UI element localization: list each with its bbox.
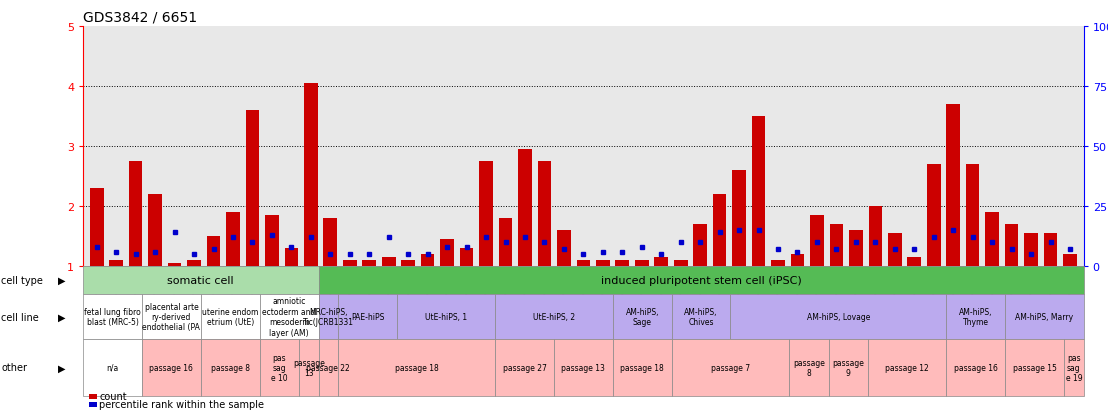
Text: passage 15: passage 15 bbox=[1013, 363, 1057, 372]
Bar bbox=[499, 218, 512, 266]
Bar bbox=[985, 212, 999, 266]
Bar bbox=[946, 104, 960, 266]
Bar bbox=[576, 261, 591, 266]
Text: n/a: n/a bbox=[106, 363, 119, 372]
Bar bbox=[869, 206, 882, 266]
Bar bbox=[732, 171, 746, 266]
Bar bbox=[615, 261, 629, 266]
Text: uterine endom
etrium (UtE): uterine endom etrium (UtE) bbox=[202, 307, 258, 326]
Bar bbox=[927, 164, 941, 266]
Bar bbox=[421, 254, 434, 266]
Text: GDS3842 / 6651: GDS3842 / 6651 bbox=[83, 10, 197, 24]
Bar bbox=[440, 240, 454, 266]
Text: count: count bbox=[100, 391, 127, 401]
Text: passage 18: passage 18 bbox=[394, 363, 439, 372]
Bar bbox=[207, 236, 220, 266]
Text: passage
9: passage 9 bbox=[832, 358, 864, 377]
Text: ▶: ▶ bbox=[58, 275, 65, 285]
Text: AM-hiPS, Lovage: AM-hiPS, Lovage bbox=[807, 312, 870, 321]
Text: cell type: cell type bbox=[1, 275, 43, 285]
Text: MRC-hiPS,
Tic(JCRB1331: MRC-hiPS, Tic(JCRB1331 bbox=[302, 307, 353, 326]
Bar bbox=[830, 225, 843, 266]
Text: placental arte
ry-derived
endothelial (PA: placental arte ry-derived endothelial (P… bbox=[143, 302, 201, 332]
Bar bbox=[1005, 225, 1018, 266]
Bar bbox=[362, 261, 376, 266]
Text: cell line: cell line bbox=[1, 312, 39, 322]
Text: somatic cell: somatic cell bbox=[167, 275, 234, 285]
Bar bbox=[129, 161, 143, 266]
Text: induced pluripotent stem cell (iPSC): induced pluripotent stem cell (iPSC) bbox=[601, 275, 801, 285]
Text: passage 27: passage 27 bbox=[503, 363, 546, 372]
Text: UtE-hiPS, 2: UtE-hiPS, 2 bbox=[533, 312, 575, 321]
Bar bbox=[401, 261, 416, 266]
Text: ▶: ▶ bbox=[58, 363, 65, 373]
Bar bbox=[324, 218, 337, 266]
Bar bbox=[285, 248, 298, 266]
Text: AM-hiPS,
Sage: AM-hiPS, Sage bbox=[626, 307, 659, 326]
Bar bbox=[694, 225, 707, 266]
Bar bbox=[226, 212, 239, 266]
Text: AM-hiPS,
Chives: AM-hiPS, Chives bbox=[685, 307, 718, 326]
Bar bbox=[519, 150, 532, 266]
Bar bbox=[674, 261, 687, 266]
Text: fetal lung fibro
blast (MRC-5): fetal lung fibro blast (MRC-5) bbox=[84, 307, 141, 326]
Bar bbox=[537, 161, 552, 266]
Bar bbox=[110, 261, 123, 266]
Bar bbox=[167, 263, 182, 266]
Bar bbox=[888, 233, 902, 266]
Text: other: other bbox=[1, 363, 27, 373]
Bar bbox=[382, 257, 396, 266]
Bar bbox=[148, 195, 162, 266]
Text: amniotic
ectoderm and
mesoderm
layer (AM): amniotic ectoderm and mesoderm layer (AM… bbox=[263, 297, 316, 337]
Bar bbox=[90, 188, 103, 266]
Bar bbox=[712, 195, 727, 266]
Bar bbox=[966, 164, 979, 266]
Text: passage 7: passage 7 bbox=[711, 363, 750, 372]
Bar bbox=[655, 257, 668, 266]
Bar bbox=[771, 261, 784, 266]
Text: passage 12: passage 12 bbox=[885, 363, 929, 372]
Text: pas
sag
e 10: pas sag e 10 bbox=[271, 353, 288, 382]
Bar bbox=[480, 161, 493, 266]
Text: percentile rank within the sample: percentile rank within the sample bbox=[100, 399, 265, 409]
Bar bbox=[907, 257, 921, 266]
Bar bbox=[265, 216, 279, 266]
Text: ▶: ▶ bbox=[58, 312, 65, 322]
Bar bbox=[460, 248, 473, 266]
Bar bbox=[596, 261, 609, 266]
Text: pas
sag
e 19: pas sag e 19 bbox=[1066, 353, 1083, 382]
Text: passage 22: passage 22 bbox=[307, 363, 350, 372]
Text: AM-hiPS, Marry: AM-hiPS, Marry bbox=[1015, 312, 1074, 321]
Bar bbox=[635, 261, 648, 266]
Bar bbox=[810, 216, 823, 266]
Bar bbox=[246, 111, 259, 266]
Text: passage 13: passage 13 bbox=[562, 363, 605, 372]
Text: PAE-hiPS: PAE-hiPS bbox=[351, 312, 384, 321]
Text: passage
8: passage 8 bbox=[793, 358, 825, 377]
Bar bbox=[1044, 233, 1057, 266]
Bar bbox=[343, 261, 357, 266]
Bar bbox=[187, 261, 201, 266]
Bar bbox=[791, 254, 804, 266]
Text: passage 18: passage 18 bbox=[620, 363, 664, 372]
Text: passage
13: passage 13 bbox=[293, 358, 325, 377]
Text: AM-hiPS,
Thyme: AM-hiPS, Thyme bbox=[960, 307, 993, 326]
Bar bbox=[751, 116, 766, 266]
Bar bbox=[304, 84, 318, 266]
Text: passage 8: passage 8 bbox=[211, 363, 249, 372]
Bar bbox=[1024, 233, 1038, 266]
Bar bbox=[849, 230, 863, 266]
Bar bbox=[1064, 254, 1077, 266]
Text: UtE-hiPS, 1: UtE-hiPS, 1 bbox=[425, 312, 468, 321]
Text: passage 16: passage 16 bbox=[954, 363, 997, 372]
Text: passage 16: passage 16 bbox=[150, 363, 193, 372]
Bar bbox=[557, 230, 571, 266]
